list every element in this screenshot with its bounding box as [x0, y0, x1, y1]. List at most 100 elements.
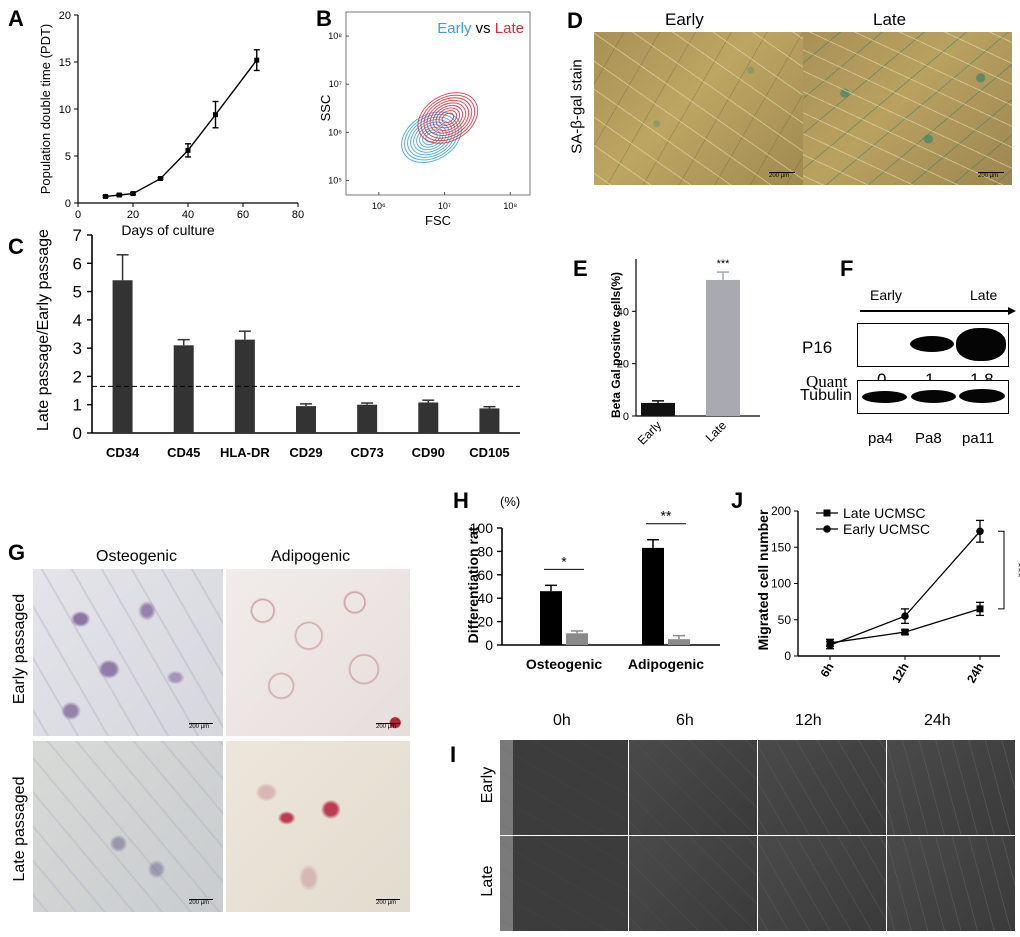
chart-j-significance-bracket — [998, 530, 1005, 610]
chart-e-ylabel: Beta Gal positive cells(%) — [609, 272, 623, 418]
chart-h-ytick-label: 100 — [470, 520, 494, 536]
chart-j-ylabel: Migrated cell number — [755, 509, 771, 650]
chart-a-xtick-label: 0 — [75, 209, 81, 221]
sa-beta-gal-image-late: 200 µm — [803, 32, 1012, 185]
chart-a-xlabel: Days of culture — [121, 222, 215, 238]
panel-i-col-6h: 6h — [676, 712, 694, 729]
panel-d-col-late: Late — [873, 10, 907, 29]
migration-image-early-24h — [887, 740, 1015, 835]
p16-band-pa11 — [956, 328, 1006, 361]
chart-e-ytick-label: 40 — [617, 306, 629, 318]
chart-a-ylabel: Population double time (PDT) — [38, 24, 53, 195]
panel-i-col-0h: 0h — [553, 712, 571, 729]
tubulin-band-pa4 — [862, 391, 907, 403]
chart-c-bar — [418, 402, 439, 433]
chart-c-category-label: CD73 — [351, 445, 384, 460]
chart-j-legend-label: Late UCMSC — [843, 505, 925, 521]
panel-f-lane-pa11: pa11 — [962, 430, 995, 447]
panel-g-col-adipogenic: Adipogenic — [271, 548, 351, 565]
chart-b-legend-late: Late — [495, 20, 524, 37]
chart-j-ytick-label: 200 — [771, 504, 791, 518]
chart-b-xtick-label: 10⁷ — [438, 201, 451, 211]
tubulin-band-pa11 — [959, 389, 1005, 403]
chart-b-contour-late — [438, 110, 458, 126]
panel-label-e: E — [573, 256, 588, 281]
chart-c-bar — [173, 345, 194, 433]
panel-d-ylabel: SA-β-gal stain — [568, 59, 586, 154]
chart-c-bar — [112, 280, 133, 433]
panel-label-f: F — [840, 256, 854, 281]
adipogenic-early-image: 200 µm — [226, 569, 410, 736]
chart-h-ytick-label: 20 — [477, 614, 493, 630]
chart-e-bar — [706, 279, 740, 416]
chart-c-ytick-label: 1 — [73, 396, 82, 415]
chart-a-ytick-label: 5 — [65, 151, 71, 163]
chart-b-legend-vs: vs — [471, 20, 494, 37]
migration-image-early-6h — [629, 740, 757, 835]
p16-blot — [857, 323, 1009, 367]
chart-b-contour-late — [426, 99, 470, 137]
chart-a-xtick-label: 20 — [127, 209, 139, 221]
chart-c-ytick-label: 0 — [73, 424, 82, 443]
chart-a-point — [254, 57, 260, 63]
chart-b-contour-late — [420, 94, 476, 142]
chart-h-bar — [642, 547, 664, 645]
chart-b-contour-late — [441, 112, 455, 124]
chart-h-ytick-label: 80 — [477, 543, 493, 559]
chart-h-ylabel: Differentiation rat — [465, 526, 481, 643]
chart-j-point-circle — [901, 612, 909, 620]
chart-j-ytick-label: 150 — [771, 540, 791, 554]
chart-h-unit: (%) — [500, 494, 520, 509]
chart-c-ytick-label: 6 — [73, 254, 82, 273]
panel-g-col-osteogenic: Osteogenic — [96, 548, 177, 565]
tubulin-band-pa8 — [911, 390, 956, 403]
chart-j-ytick-label: 0 — [784, 649, 791, 663]
chart-b-contour-late — [423, 97, 473, 139]
chart-c-category-label: CD45 — [167, 445, 200, 460]
panel-g-scalebar-4: 200 µm — [376, 899, 400, 906]
chart-h-bar — [566, 633, 588, 645]
chart-a-point — [103, 193, 108, 199]
chart-c-category-label: CD29 — [289, 445, 322, 460]
panel-i-row-late: Late — [479, 865, 496, 897]
migration-image-late-24h — [887, 836, 1015, 931]
chart-b-ylabel: SSC — [318, 95, 333, 122]
panel-f-quant-label: Quant — [806, 372, 848, 391]
chart-a-point — [116, 192, 122, 198]
sa-beta-gal-image-early: 200 µm — [594, 32, 803, 185]
chart-a-xtick-label: 80 — [292, 209, 304, 221]
chart-b-xtick-label: 10⁶ — [372, 201, 386, 211]
chart-a-point — [130, 191, 136, 197]
chart-a-ytick-label: 10 — [59, 104, 71, 116]
chart-c-ytick-label: 4 — [73, 311, 82, 330]
chart-h-significance: * — [561, 553, 567, 569]
panel-label-j: J — [731, 488, 744, 513]
panel-d-scalebar-early: 200 µm — [769, 172, 795, 179]
chart-h-bar — [540, 591, 562, 645]
chart-c-ytick-label: 2 — [73, 367, 82, 386]
panel-label-i: I — [450, 742, 457, 767]
panel-label-h: H — [453, 488, 469, 513]
chart-a-point — [158, 176, 163, 182]
chart-j-xtick-label: 6h — [817, 661, 836, 680]
chart-e-category-label: Early — [635, 418, 664, 447]
chart-b-contour-late — [435, 107, 461, 129]
panel-label-c: C — [8, 234, 24, 259]
panel-f-tubulin-label: Tubulin — [800, 387, 852, 404]
chart-j-point-circle — [976, 527, 984, 536]
chart-h-svg: 0 20 40 60 80 100 Osteogenic * Adipogenic ** (%)… — [465, 494, 720, 672]
chart-b-legend-early: Early — [437, 20, 472, 37]
chart-b-frame — [345, 11, 531, 196]
panel-f-early-label: Early — [870, 287, 902, 303]
chart-c-bar — [479, 408, 500, 433]
chart-b-contour-early — [416, 124, 447, 151]
chart-h-category-label: Osteogenic — [526, 656, 602, 672]
chart-c-bar — [296, 406, 316, 433]
chart-b-ytick-label: 10⁸ — [328, 31, 342, 41]
chart-b-ytick-label: 10⁶ — [328, 127, 342, 137]
chart-a-xtick-label: 40 — [182, 209, 194, 221]
chart-h-category-label: Adipogenic — [628, 656, 704, 672]
panel-i-row-early: Early — [479, 766, 496, 804]
panel-g-row-late: Late passaged — [11, 776, 28, 882]
panel-f-lane-pa8: Pa8 — [915, 430, 942, 447]
